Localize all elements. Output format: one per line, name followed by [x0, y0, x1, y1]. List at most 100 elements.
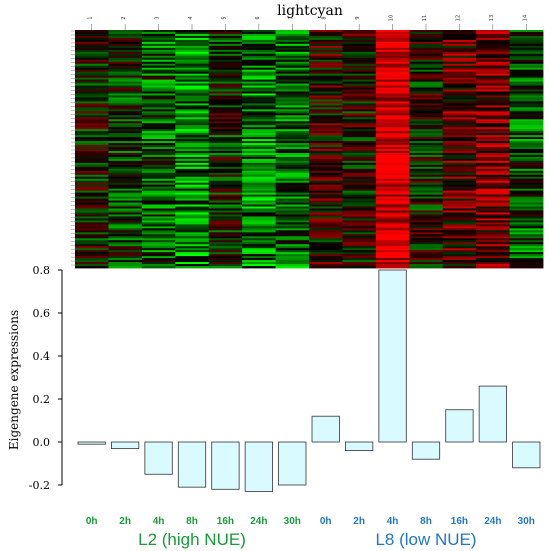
heatmap-cell	[108, 192, 143, 196]
heatmap-cell	[409, 248, 444, 251]
heatmap-cell	[409, 113, 444, 116]
heatmap-cell	[309, 190, 343, 194]
heatmap-cell	[509, 41, 544, 45]
heatmap-cell	[409, 236, 444, 239]
heatmap-cell	[342, 196, 377, 199]
heatmap-cell	[476, 204, 510, 207]
heatmap-cell	[342, 127, 377, 130]
heatmap-cell	[509, 63, 544, 67]
heatmap-cell	[275, 156, 310, 160]
heatmap-cell	[309, 188, 343, 192]
heatmap-cell	[342, 182, 377, 186]
heatmap-cell	[309, 121, 343, 124]
heatmap-cell	[342, 31, 377, 35]
heatmap-cell	[509, 210, 544, 213]
heatmap-cell	[409, 139, 444, 142]
heatmap-cell	[175, 125, 210, 128]
heatmap-cell	[342, 242, 377, 245]
heatmap-cell	[141, 206, 176, 209]
heatmap-cell	[476, 31, 510, 35]
heatmap-cell	[509, 228, 544, 231]
heatmap-cell	[275, 95, 310, 98]
heatmap-cell	[375, 147, 410, 150]
heatmap-cell	[275, 170, 310, 174]
heatmap-cell	[509, 115, 544, 118]
heatmap-cell	[242, 127, 276, 130]
heatmap-cell	[476, 51, 510, 55]
heatmap-cell	[108, 63, 143, 67]
heatmap-cell	[175, 254, 210, 257]
heatmap-cell	[375, 198, 410, 201]
x-tick-label: 8h	[186, 516, 198, 527]
heatmap-cell	[476, 224, 510, 227]
heatmap-cell	[175, 53, 210, 57]
heatmap-cell	[108, 168, 143, 172]
heatmap-cell	[309, 256, 343, 259]
heatmap-cell	[242, 71, 276, 75]
heatmap-cell	[275, 222, 310, 225]
heatmap-cell	[309, 93, 343, 96]
heatmap-cell	[108, 188, 143, 192]
heatmap-cell	[509, 30, 544, 33]
heatmap-cell	[342, 236, 377, 239]
heatmap-cell	[309, 166, 343, 170]
heatmap-cell	[208, 71, 243, 75]
heatmap-cell	[509, 31, 544, 35]
heatmap-cell	[509, 69, 544, 73]
heatmap-cell	[342, 248, 377, 251]
heatmap-cell	[275, 246, 310, 249]
heatmap-cell	[509, 174, 544, 178]
heatmap-cell	[409, 228, 444, 231]
heatmap-column-label: 8	[322, 16, 328, 19]
heatmap-cell	[208, 250, 243, 253]
heatmap-cell	[309, 77, 343, 80]
heatmap-cell	[442, 127, 477, 130]
heatmap-cell	[275, 216, 310, 219]
heatmap-cell	[175, 176, 210, 180]
heatmap-cell	[75, 61, 109, 65]
heatmap-cell	[476, 252, 510, 255]
heatmap-cell	[208, 234, 243, 237]
heatmap-cell	[75, 202, 109, 205]
heatmap-cell	[242, 174, 276, 178]
heatmap-cell	[309, 222, 343, 225]
heatmap-cell	[375, 214, 410, 217]
heatmap-cell	[509, 186, 544, 190]
heatmap-cell	[242, 196, 276, 199]
heatmap-cell	[342, 75, 377, 78]
heatmap-cell	[409, 198, 444, 201]
heatmap-cell	[175, 107, 210, 110]
heatmap-cell	[309, 47, 343, 51]
heatmap-cell	[375, 83, 410, 86]
heatmap-cell	[75, 109, 109, 112]
heatmap-cell	[75, 206, 109, 209]
heatmap-cell	[275, 214, 310, 217]
heatmap-cell	[476, 93, 510, 96]
heatmap-cell	[141, 258, 176, 261]
heatmap-cell	[208, 170, 243, 174]
heatmap-cell	[208, 89, 243, 92]
heatmap-cell	[141, 129, 176, 132]
heatmap-cell	[375, 143, 410, 146]
heatmap-cell	[309, 258, 343, 261]
heatmap-cell	[476, 156, 510, 160]
heatmap-cell	[476, 242, 510, 245]
heatmap-cell	[476, 47, 510, 51]
heatmap-cell	[309, 156, 343, 160]
heatmap-cell	[141, 41, 176, 45]
heatmap-cell	[141, 87, 176, 90]
heatmap-cell	[175, 63, 210, 67]
heatmap-cell	[509, 206, 544, 209]
heatmap-cell	[242, 101, 276, 104]
heatmap-cell	[75, 93, 109, 96]
heatmap-cell	[342, 220, 377, 223]
heatmap-cell	[208, 39, 243, 43]
heatmap-cell	[442, 103, 477, 106]
heatmap-cell	[75, 182, 109, 186]
heatmap-cell	[275, 117, 310, 120]
heatmap-cell	[509, 252, 544, 255]
heatmap-cell	[208, 186, 243, 190]
heatmap-cell	[208, 266, 243, 269]
heatmap-cell	[175, 166, 210, 170]
heatmap-cell	[242, 47, 276, 51]
